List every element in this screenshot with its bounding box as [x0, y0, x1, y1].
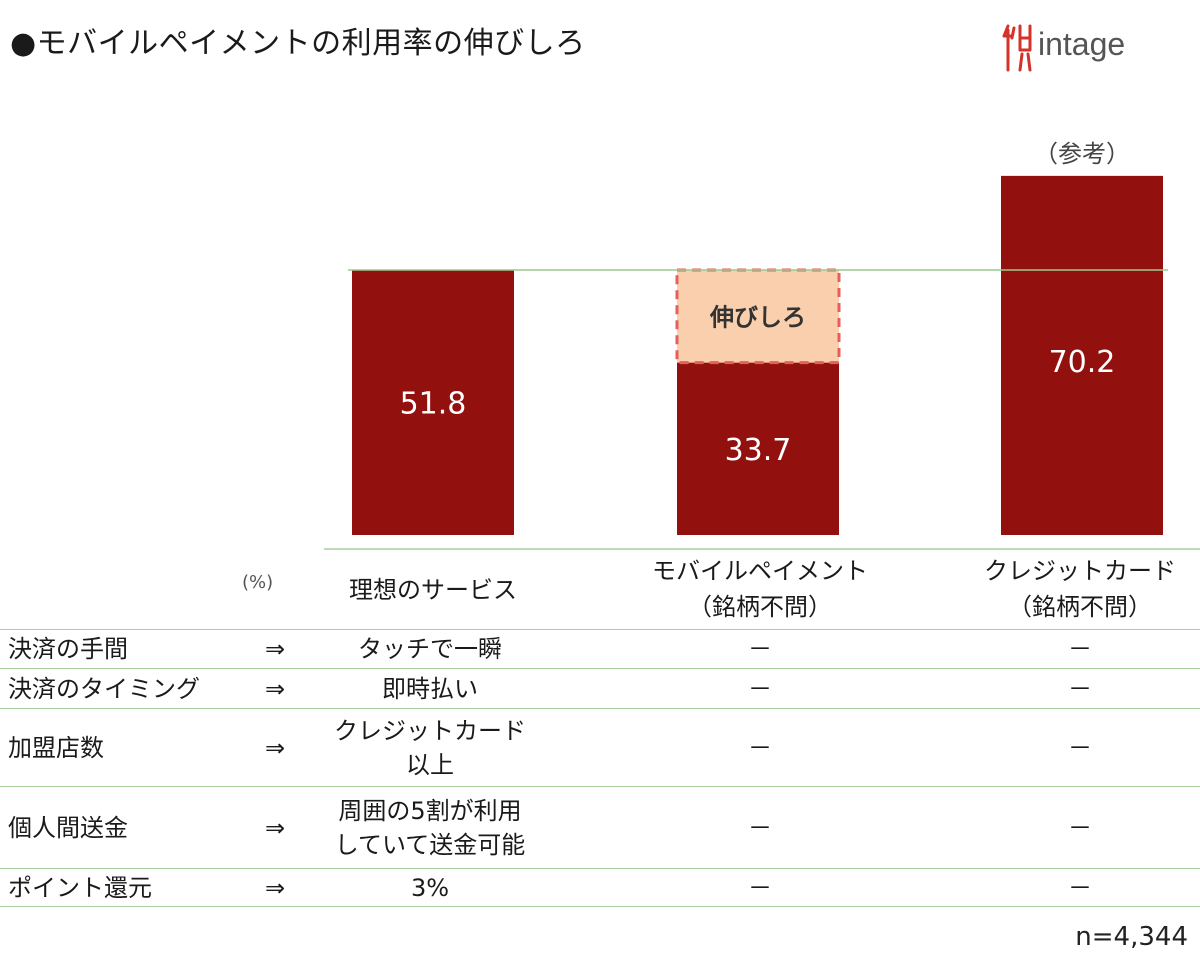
bar-value-label-1: 33.7	[725, 433, 792, 468]
row-arrow: ⇒	[264, 733, 286, 762]
page-title: ●モバイルペイメントの利用率の伸びしろ	[10, 26, 586, 61]
ideal-service-cell: 即時払い	[382, 674, 478, 703]
mobile-payment-cell: －	[748, 813, 772, 842]
credit-card-cell: －	[1068, 733, 1092, 762]
row-item-label: 決済のタイミング	[8, 674, 200, 703]
logo-text: intage	[1038, 26, 1126, 62]
row-item-label: 加盟店数	[8, 733, 104, 762]
credit-card-cell: －	[1068, 674, 1092, 703]
intage-logo-icon	[1002, 24, 1032, 72]
row-item-label: 決済の手間	[8, 635, 128, 663]
unit-label: (%)	[242, 572, 274, 593]
bar-value-label-0: 51.8	[400, 387, 467, 422]
mobile-payment-cell: －	[748, 873, 772, 902]
category-label-1: モバイルペイメント （銘柄不問）	[652, 557, 868, 621]
ideal-service-cell: タッチで一瞬	[358, 635, 502, 663]
mobile-payment-cell: －	[748, 733, 772, 762]
credit-card-cell: －	[1068, 635, 1092, 663]
category-label-2: クレジットカード （銘柄不問）	[984, 557, 1176, 621]
row-arrow: ⇒	[264, 873, 286, 902]
table-header-rule	[0, 629, 1200, 630]
row-item-label: ポイント還元	[8, 873, 152, 902]
table-row: 加盟店数 ⇒ クレジットカード 以上 － －	[0, 709, 1200, 787]
table-row: 決済の手間 ⇒ タッチで一瞬 － －	[0, 630, 1200, 669]
bar-1	[677, 362, 839, 535]
mobile-payment-cell: －	[748, 674, 772, 703]
credit-card-cell: －	[1068, 813, 1092, 842]
gap-label: 伸びしろ	[709, 303, 806, 331]
bar-chart: 伸びしろ 51.8 33.7 70.2 （参考）	[324, 140, 1200, 550]
table-row: 決済のタイミング ⇒ 即時払い － －	[0, 669, 1200, 709]
row-arrow: ⇒	[264, 813, 286, 842]
ideal-service-cell: 3%	[410, 873, 450, 902]
gap-box	[675, 268, 841, 365]
bar-value-label-2: 70.2	[1049, 345, 1116, 380]
row-arrow: ⇒	[264, 635, 286, 663]
reference-label: （参考）	[1034, 140, 1130, 168]
credit-card-cell: －	[1068, 873, 1092, 902]
mobile-payment-cell: －	[748, 635, 772, 663]
ideal-service-cell: 周囲の5割が利用 していて送金可能	[334, 796, 526, 859]
category-label-0: 理想のサービス	[349, 576, 517, 604]
intage-logo: intage	[1000, 20, 1170, 80]
sample-size-note: n=4,344	[1075, 922, 1188, 952]
row-item-label: 個人間送金	[8, 813, 128, 842]
row-arrow: ⇒	[264, 674, 286, 703]
bar-0	[352, 270, 514, 535]
table-row: ポイント還元 ⇒ 3% － －	[0, 869, 1200, 907]
ideal-service-cell: クレジットカード 以上	[334, 716, 526, 779]
bar-2	[1001, 175, 1163, 536]
table-row: 個人間送金 ⇒ 周囲の5割が利用 していて送金可能 － －	[0, 787, 1200, 869]
